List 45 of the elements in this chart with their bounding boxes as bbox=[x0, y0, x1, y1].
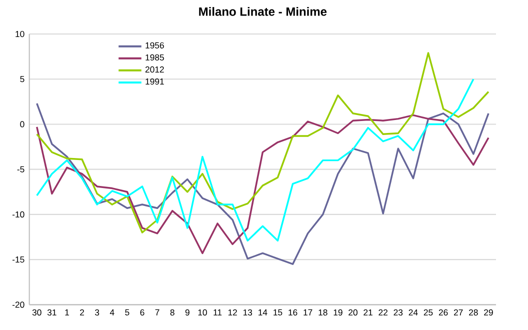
x-tick-label: 10 bbox=[198, 309, 207, 316]
x-tick-label: 4 bbox=[110, 309, 114, 316]
x-tick-label: 25 bbox=[424, 309, 433, 316]
x-tick-label: 5 bbox=[125, 309, 130, 316]
x-tick-label: 24 bbox=[408, 309, 418, 316]
x-tick-label: 13 bbox=[243, 309, 252, 316]
x-tick-label: 23 bbox=[394, 309, 403, 316]
x-tick-label: 21 bbox=[364, 309, 372, 316]
y-tick-label: -5 bbox=[17, 166, 24, 172]
x-tick-label: 17 bbox=[304, 309, 312, 316]
x-tick-label: 8 bbox=[170, 309, 174, 316]
x-tick-label: 2 bbox=[80, 309, 84, 316]
chart-title: Milano Linate - Minime bbox=[199, 7, 327, 16]
x-tick-label: 20 bbox=[348, 309, 358, 316]
y-tick-label: 10 bbox=[16, 30, 24, 38]
x-tick-label: 30 bbox=[32, 309, 42, 316]
legend-label: 1956 bbox=[146, 42, 164, 48]
x-tick-label: 29 bbox=[484, 309, 493, 316]
x-tick-label: 22 bbox=[378, 309, 388, 316]
y-tick-label: -15 bbox=[12, 256, 24, 263]
x-tick-label: 19 bbox=[334, 309, 342, 316]
x-tick-label: 15 bbox=[274, 309, 282, 316]
x-tick-label: 31 bbox=[47, 309, 56, 316]
legend-label: 1991 bbox=[146, 78, 164, 85]
x-tick-label: 3 bbox=[95, 309, 100, 316]
y-tick-label: -20 bbox=[12, 302, 24, 308]
x-tick-label: 28 bbox=[469, 309, 478, 316]
x-tick-label: 9 bbox=[185, 309, 190, 316]
x-tick-label: 1 bbox=[65, 309, 69, 316]
legend-label: 1985 bbox=[146, 54, 164, 60]
y-tick-label: 0 bbox=[20, 121, 24, 128]
x-tick-label: 11 bbox=[214, 309, 222, 316]
line-series bbox=[36, 52, 490, 234]
x-tick-label: 12 bbox=[228, 309, 237, 316]
x-tick-label: 18 bbox=[318, 309, 328, 316]
x-tick-label: 26 bbox=[438, 309, 448, 316]
y-tick-label: -10 bbox=[12, 211, 24, 218]
x-tick-label: 6 bbox=[140, 309, 144, 316]
x-tick-label: 16 bbox=[288, 309, 298, 316]
x-tick-label: 27 bbox=[454, 309, 463, 316]
legend-label: 2012 bbox=[145, 66, 164, 73]
x-tick-label: 14 bbox=[258, 309, 268, 316]
y-tick-label: 5 bbox=[20, 76, 24, 82]
x-tick-label: 7 bbox=[155, 309, 160, 316]
line-series bbox=[36, 78, 474, 242]
